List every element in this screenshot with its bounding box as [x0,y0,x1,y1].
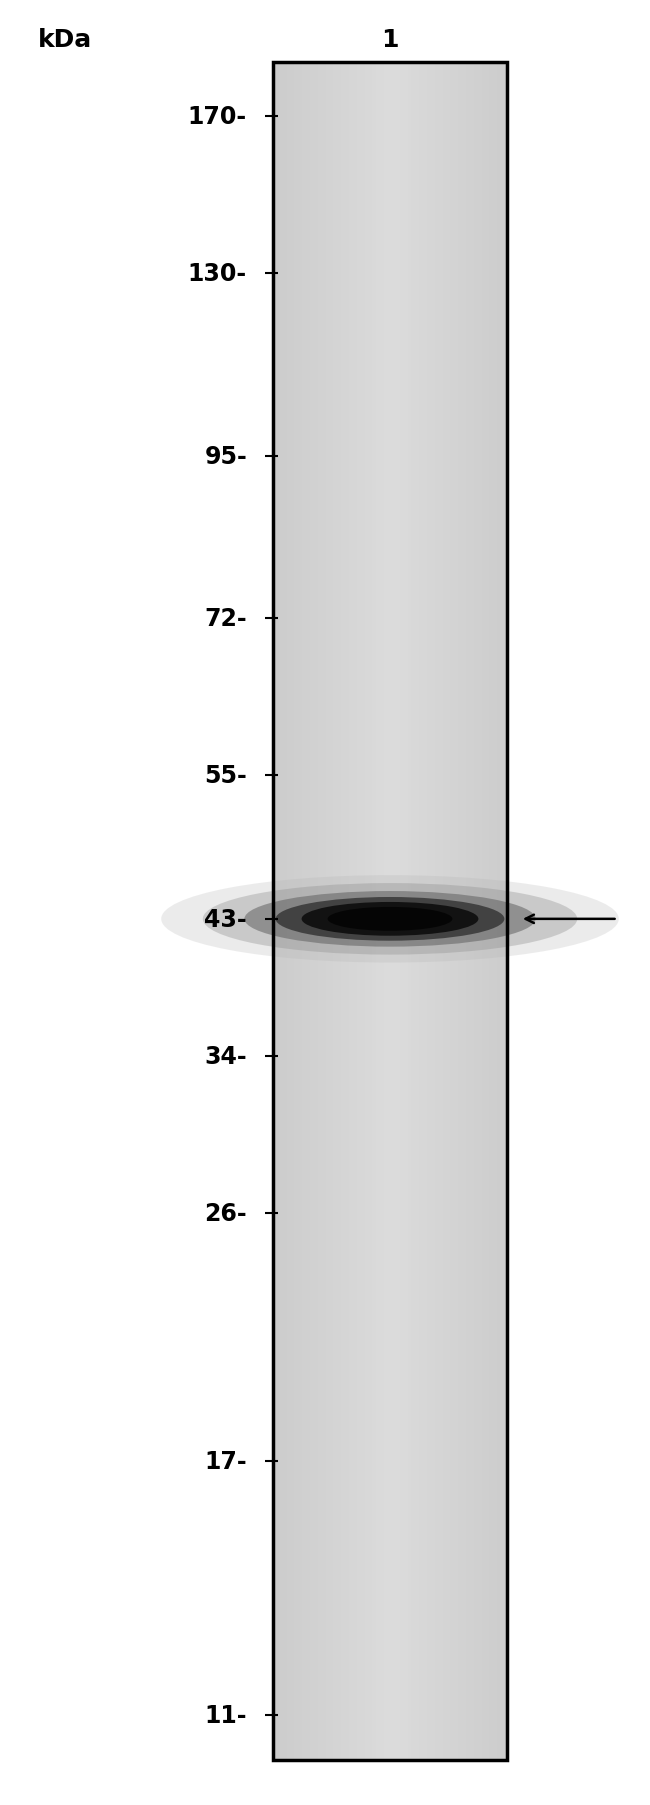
Text: 95-: 95- [204,444,247,469]
Text: 55-: 55- [204,764,247,787]
Bar [427,63,431,1760]
Bar [357,63,361,1760]
Bar [287,63,291,1760]
Text: 1: 1 [382,27,398,52]
Bar [439,63,443,1760]
Bar [497,63,501,1760]
Bar [314,63,318,1760]
Text: 170-: 170- [188,105,247,130]
Bar [376,63,380,1760]
Ellipse shape [244,892,536,948]
Bar [478,63,482,1760]
Bar [431,63,435,1760]
Text: 34-: 34- [204,1045,247,1069]
Bar [279,63,283,1760]
Bar [310,63,314,1760]
Bar [306,63,310,1760]
Bar [384,63,388,1760]
Text: kDa: kDa [38,27,92,52]
Bar [337,63,341,1760]
Ellipse shape [302,902,478,937]
Ellipse shape [276,897,504,940]
Bar [419,63,423,1760]
Bar [450,63,454,1760]
Bar [415,63,419,1760]
Ellipse shape [161,875,619,964]
Bar [482,63,486,1760]
Bar [361,63,365,1760]
Bar [501,63,505,1760]
Bar [298,63,302,1760]
Bar [411,63,415,1760]
Text: 17-: 17- [204,1449,247,1473]
Bar [404,63,408,1760]
Text: 72-: 72- [204,606,247,630]
Text: 11-: 11- [205,1702,247,1727]
Bar [273,63,507,1760]
Bar [388,63,392,1760]
Bar [294,63,298,1760]
Bar [380,63,384,1760]
Bar [291,63,294,1760]
Bar [466,63,470,1760]
Bar [349,63,353,1760]
Bar [275,63,279,1760]
Bar [302,63,306,1760]
Bar [443,63,447,1760]
Bar [330,63,333,1760]
Bar [326,63,330,1760]
Bar [505,63,509,1760]
Bar [423,63,427,1760]
Bar [408,63,411,1760]
Bar [372,63,376,1760]
Ellipse shape [328,908,452,931]
Bar [435,63,439,1760]
Bar [458,63,462,1760]
Bar [462,63,466,1760]
Bar [341,63,345,1760]
Text: 26-: 26- [204,1200,247,1226]
Bar [283,63,287,1760]
Bar [369,63,372,1760]
Bar [400,63,404,1760]
Bar [392,63,396,1760]
Bar [489,63,493,1760]
Bar [470,63,474,1760]
Bar [322,63,326,1760]
Text: 43-: 43- [204,908,247,931]
Bar [396,63,400,1760]
Bar [345,63,349,1760]
Bar [447,63,450,1760]
Text: 130-: 130- [188,262,247,285]
Ellipse shape [203,884,577,955]
Bar [486,63,489,1760]
Bar [365,63,369,1760]
Bar [454,63,458,1760]
Bar [353,63,357,1760]
Bar [333,63,337,1760]
Bar [474,63,478,1760]
Bar [273,63,507,1760]
Bar [318,63,322,1760]
Bar [493,63,497,1760]
